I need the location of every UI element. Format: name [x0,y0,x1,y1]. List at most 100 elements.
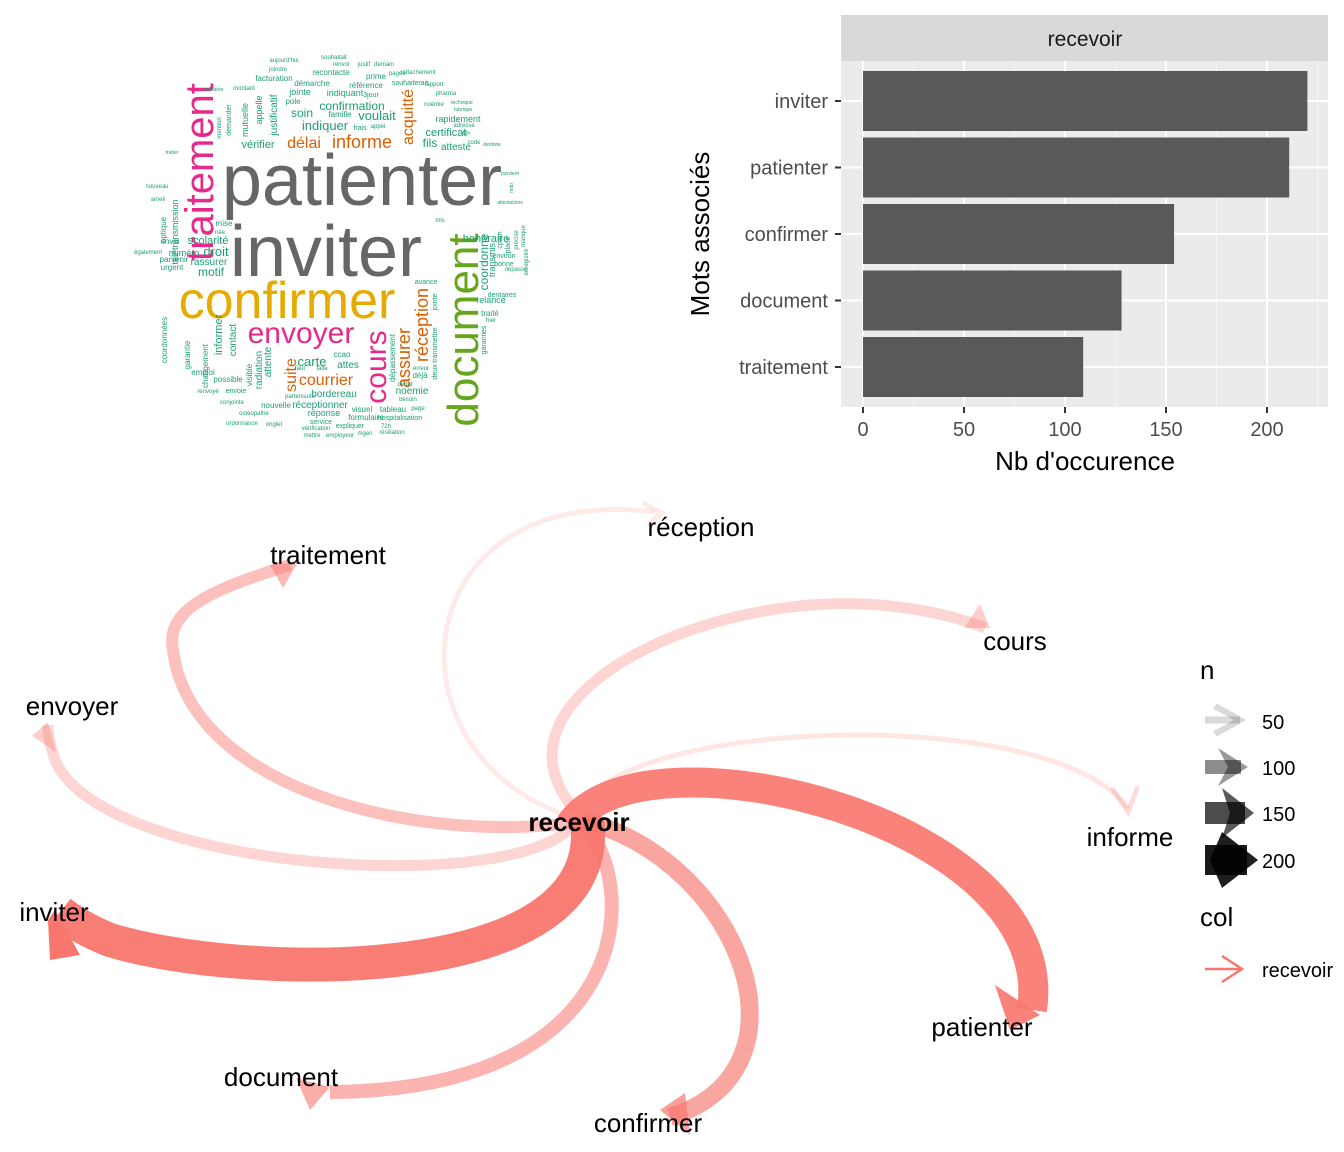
legend-label-150: 150 [1262,804,1295,826]
node-label-traitement: traitement [270,540,386,570]
wordcloud-word: appel [371,124,386,130]
wordcloud-word: renvoi [333,62,349,68]
wordcloud-word: conjointe [220,400,245,406]
wordcloud-word: mdp [509,183,515,193]
wordcloud-word: rattachement [400,70,435,76]
wordcloud-word: déjà [412,371,428,380]
wordcloud-word: optique [159,216,168,243]
wordcloud-word: mise [216,219,233,228]
wordcloud-word: radiation [254,351,265,389]
arrowhead-confirmer [660,1093,690,1135]
legend-arrowhead-50 [1213,703,1247,737]
wordcloud-word: dépassement [388,333,397,382]
wordcloud-word: scolarité [188,235,229,247]
edge-reception [441,507,656,821]
x-tick-label: 150 [1149,419,1182,441]
edge-cours [546,598,988,814]
arrowhead-traitement [270,562,298,588]
wordcloud-word: employeur [326,433,354,439]
wordcloud-word: connaitre [203,87,224,93]
legend-label-200: 200 [1262,851,1295,873]
legend-label-50: 50 [1262,712,1284,734]
wordcloud-word: attes [337,360,359,371]
wordcloud-word: justificatif [269,94,280,136]
wordcloud-word: jointe [432,294,439,312]
legend-arrowhead-100 [1218,748,1248,786]
wordcloud-word: onglet [266,422,283,428]
wordcloud-word: référence [349,81,383,90]
legend-arrowhead-150 [1222,788,1254,838]
wordcloud-word: début [397,382,412,388]
wordcloud-word: expliquer [336,423,365,430]
legend-arrowhead-200 [1210,832,1258,888]
wordcloud-word: place [505,237,512,254]
arrowhead-envoyer [32,722,56,752]
wordcloud-word: bonne [494,261,514,268]
node-label-inviter: inviter [19,897,89,927]
wordcloud-word: mgen [357,431,372,437]
bar-inviter [863,71,1308,131]
wordcloud-word: précise [514,230,520,250]
wordcloud-word: garanties [481,325,488,354]
edges [32,500,1141,1135]
arrowhead-reception [641,500,667,526]
bar-document [863,270,1122,331]
node-label-cours: cours [983,626,1047,656]
wordcloud-word: réceptionner [292,400,348,411]
legend-title-col: col [1200,902,1233,932]
node-label-recevoir: recevoir [528,807,629,837]
arrowhead-patienter [995,985,1040,1030]
arrowhead-informe [1109,785,1141,818]
x-tick-label: 100 [1048,419,1081,441]
network-graph: recevoir inviter patienter confirmer doc… [19,500,1333,1138]
wordcloud-word: souhaiterait [392,80,428,87]
wordcloud-word: télétransmission [170,199,180,264]
wordcloud-word: inviter [230,212,422,292]
legend-key-50 [1205,703,1247,737]
bar-traitement [863,337,1084,397]
node-label-reception: réception [648,512,755,542]
wordcloud-word: informe [332,132,392,152]
edge-confirmer [579,811,759,1126]
legend-arrow-100 [1205,760,1241,774]
wordcloud-word: demander [226,104,233,136]
y-axis-title: Mots associés [685,152,715,317]
wordcloud-word: deux [432,364,439,380]
wordcloud-word: dépasse [505,267,528,273]
wordcloud-word: mention [217,117,223,138]
wordcloud-word: envoyer [248,317,355,350]
wordcloud-word: ameli [151,197,165,203]
node-label-patienter: patienter [931,1012,1033,1042]
wordcloud-word: dentiste [483,142,501,148]
wordcloud-word: numéro [169,248,200,258]
wordcloud-word: motif [198,265,225,279]
wordcloud-word: contact [228,324,239,356]
wordcloud-word: confirmation [319,99,384,113]
wordcloud-word: justif [357,62,371,68]
wordcloud-word: vérification [302,426,331,432]
wordcloud-word: courrier [299,372,354,389]
wordcloud-word: nouveau [145,184,168,190]
wordcloud-word: famille [328,110,352,119]
wordcloud-word: ccao [334,350,351,359]
wordcloud-word: atteste [441,142,471,153]
wordcloud-word: coordonne [477,233,491,290]
wordcloud-word: hospitalisation [378,415,422,422]
wordcloud-word: fils [423,136,438,150]
wordcloud-word: souhaitait [321,55,347,61]
wordcloud-word: possible [213,375,243,384]
wordcloud-word: née [215,230,226,236]
facet-strip [841,15,1328,61]
wordcloud-word: prime [366,72,387,81]
wordcloud-word: faut [295,366,305,372]
wordcloud-word: envoie [226,388,247,395]
y-axis-ticks: inviter patienter confirmer document traitem… [739,91,841,379]
facet-strip-label: recevoir [1048,28,1123,51]
y-tick-label: document [740,291,828,313]
legend-label-100: 100 [1262,758,1295,780]
node-label-document: document [224,1062,339,1092]
legend-key-recevoir [1205,954,1245,984]
wordcloud-word: joindre [268,67,288,73]
y-tick-label: patienter [750,158,828,180]
